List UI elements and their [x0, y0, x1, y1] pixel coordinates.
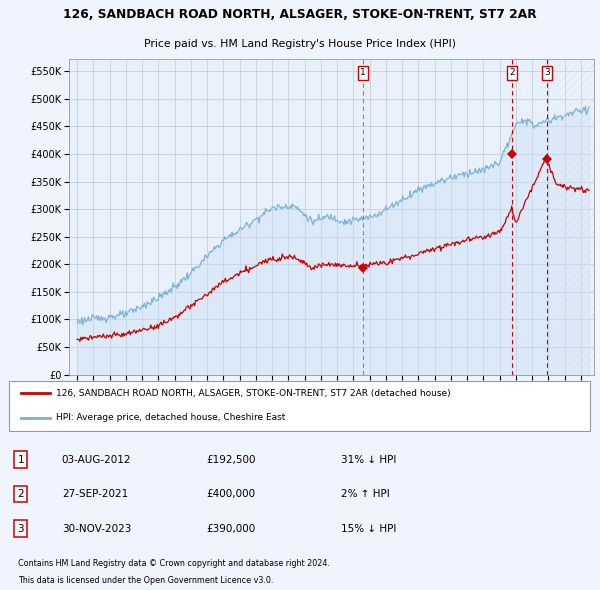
Text: £400,000: £400,000: [206, 489, 255, 499]
Text: Price paid vs. HM Land Registry's House Price Index (HPI): Price paid vs. HM Land Registry's House …: [144, 39, 456, 49]
Text: 15% ↓ HPI: 15% ↓ HPI: [341, 524, 397, 533]
Text: 3: 3: [544, 68, 550, 77]
Text: Contains HM Land Registry data © Crown copyright and database right 2024.: Contains HM Land Registry data © Crown c…: [18, 559, 329, 568]
Text: HPI: Average price, detached house, Cheshire East: HPI: Average price, detached house, Ches…: [56, 414, 286, 422]
Text: 03-AUG-2012: 03-AUG-2012: [62, 455, 131, 464]
Text: This data is licensed under the Open Government Licence v3.0.: This data is licensed under the Open Gov…: [18, 576, 273, 585]
Text: 1: 1: [17, 455, 24, 464]
Text: 2: 2: [509, 68, 515, 77]
Text: 30-NOV-2023: 30-NOV-2023: [62, 524, 131, 533]
Text: 3: 3: [17, 524, 24, 533]
Text: 1: 1: [360, 68, 366, 77]
Text: 126, SANDBACH ROAD NORTH, ALSAGER, STOKE-ON-TRENT, ST7 2AR: 126, SANDBACH ROAD NORTH, ALSAGER, STOKE…: [63, 8, 537, 21]
Text: 27-SEP-2021: 27-SEP-2021: [62, 489, 128, 499]
Text: £390,000: £390,000: [206, 524, 255, 533]
Text: 31% ↓ HPI: 31% ↓ HPI: [341, 455, 397, 464]
Text: 126, SANDBACH ROAD NORTH, ALSAGER, STOKE-ON-TRENT, ST7 2AR (detached house): 126, SANDBACH ROAD NORTH, ALSAGER, STOKE…: [56, 389, 451, 398]
Text: £192,500: £192,500: [206, 455, 256, 464]
Text: 2% ↑ HPI: 2% ↑ HPI: [341, 489, 390, 499]
FancyBboxPatch shape: [9, 381, 590, 431]
Text: 2: 2: [17, 489, 24, 499]
